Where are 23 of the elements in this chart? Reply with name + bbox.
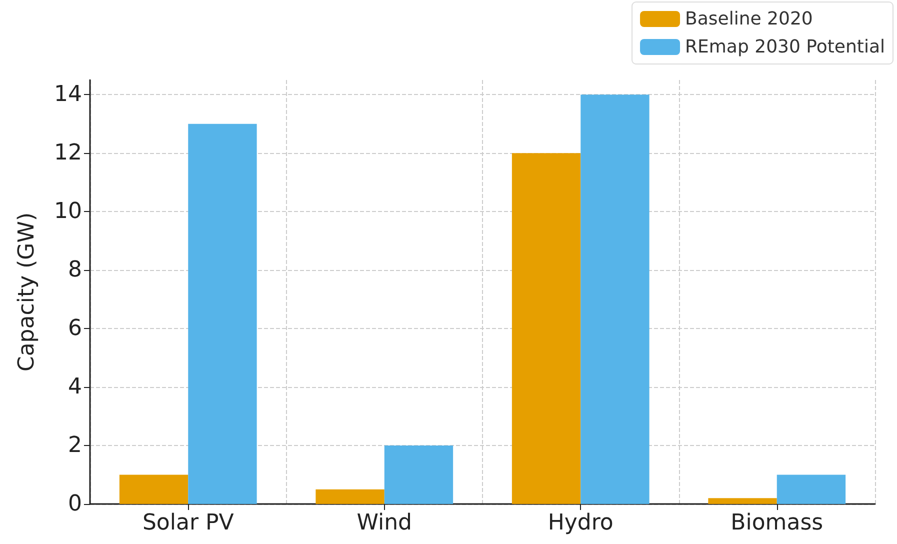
- legend-label: REmap 2030 Potential: [685, 36, 886, 58]
- y-tick-label: 12: [54, 140, 82, 166]
- bar: [776, 474, 846, 504]
- bar: [188, 124, 257, 504]
- y-tick-label: 6: [68, 316, 82, 342]
- y-tick-label: 10: [54, 199, 82, 224]
- bar: [119, 474, 188, 504]
- legend-label: Baseline 2020: [685, 8, 813, 30]
- y-tick-label: 8: [68, 258, 82, 283]
- y-tick-label: 2: [68, 433, 82, 458]
- bar: [708, 498, 777, 504]
- y-tick-label: 0: [68, 492, 82, 516]
- bar: [512, 153, 581, 504]
- x-tick-label: Wind: [356, 510, 412, 536]
- y-axis-title: Capacity (GW): [14, 212, 40, 372]
- x-tick-label: Hydro: [548, 510, 614, 536]
- y-tick-label: 4: [68, 374, 82, 400]
- x-tick-label: Biomass: [730, 510, 824, 536]
- y-tick-label: 14: [54, 82, 82, 108]
- bar: [580, 94, 650, 504]
- bar: [316, 489, 384, 504]
- bar: [384, 446, 454, 504]
- x-tick-label: Solar PV: [142, 510, 234, 536]
